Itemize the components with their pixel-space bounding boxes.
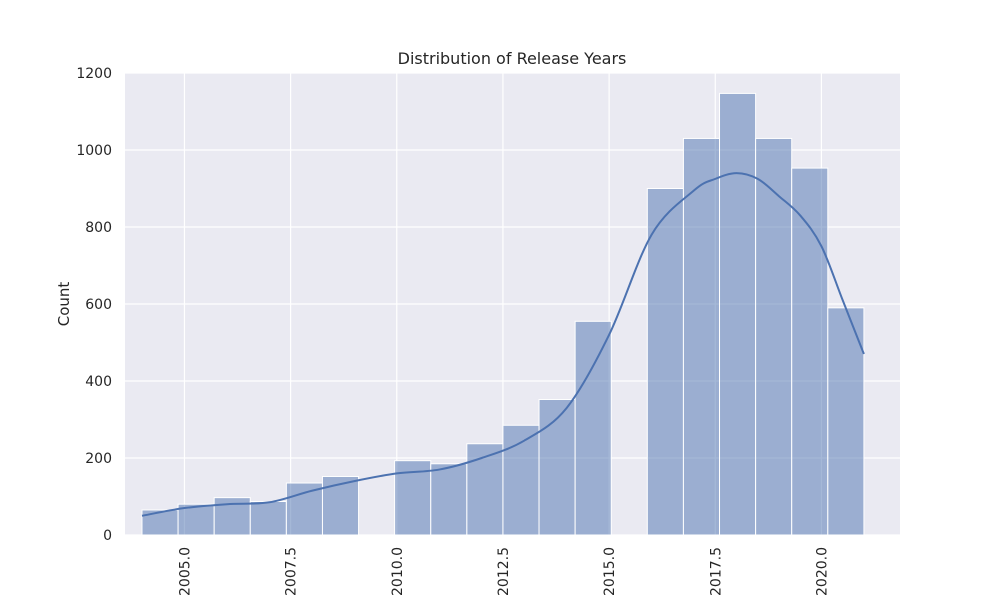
y-tick-label: 0	[103, 528, 112, 544]
histogram-bar	[646, 188, 684, 536]
y-tick-labels: 0 200 400 600 800 1000 1200	[76, 66, 112, 544]
histogram-bar	[791, 167, 829, 536]
histogram-bar	[249, 501, 287, 536]
kde-curve	[141, 172, 865, 517]
y-tick-label: 800	[85, 220, 112, 236]
y-tick-label: 400	[85, 374, 112, 390]
histogram-bar	[719, 92, 757, 536]
x-tick-label: 2017.5	[708, 547, 724, 596]
y-tick-label: 200	[85, 451, 112, 467]
y-tick-label: 1200	[76, 66, 112, 82]
y-tick-label: 1000	[76, 143, 112, 159]
histogram-bar	[466, 443, 504, 536]
chart-title: Distribution of Release Years	[398, 49, 627, 68]
x-tick-label: 2010.0	[390, 547, 406, 596]
x-tick-label: 2012.5	[496, 547, 512, 596]
histogram-bar	[755, 137, 793, 536]
histogram-bar	[574, 320, 612, 536]
histogram-bar	[430, 463, 468, 536]
histogram-bar	[827, 307, 865, 536]
histogram-bar	[538, 398, 576, 536]
x-tick-label: 2020.0	[814, 547, 830, 596]
x-tick-label: 2015.0	[602, 547, 618, 596]
histogram-bar	[321, 475, 360, 536]
y-axis-label: Count	[55, 282, 73, 327]
x-tick-label: 2005.0	[177, 547, 193, 596]
histogram-bar	[682, 137, 721, 536]
x-tick-label: 2007.5	[284, 547, 300, 596]
histogram-bar	[285, 482, 323, 536]
y-tick-label: 600	[85, 297, 112, 313]
x-tick-labels: 2005.0 2007.5 2010.0 2012.5 2015.0 2017.5 2020…	[177, 547, 830, 596]
histogram-bar	[177, 503, 215, 536]
